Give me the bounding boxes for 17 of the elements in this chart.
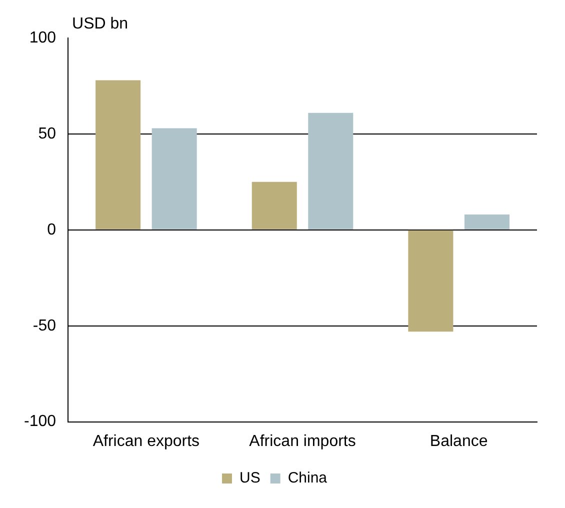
y-tick-label: 50 bbox=[38, 125, 56, 142]
bar bbox=[464, 214, 510, 230]
y-tick-label: -100 bbox=[24, 413, 56, 430]
legend-label: US bbox=[239, 470, 260, 487]
y-axis-title: USD bn bbox=[72, 15, 128, 32]
bar bbox=[408, 230, 454, 332]
y-tick-label: -50 bbox=[32, 317, 56, 334]
y-tick-label: 100 bbox=[29, 29, 56, 46]
bar bbox=[96, 80, 141, 230]
y-tick-label: 0 bbox=[47, 221, 56, 238]
x-tick-label: African imports bbox=[249, 432, 356, 450]
x-tick-label: Balance bbox=[430, 432, 488, 450]
bar bbox=[308, 112, 354, 230]
legend-label: China bbox=[288, 470, 328, 487]
x-tick-label: African exports bbox=[92, 432, 200, 450]
bar bbox=[152, 128, 197, 230]
bar bbox=[252, 182, 297, 230]
